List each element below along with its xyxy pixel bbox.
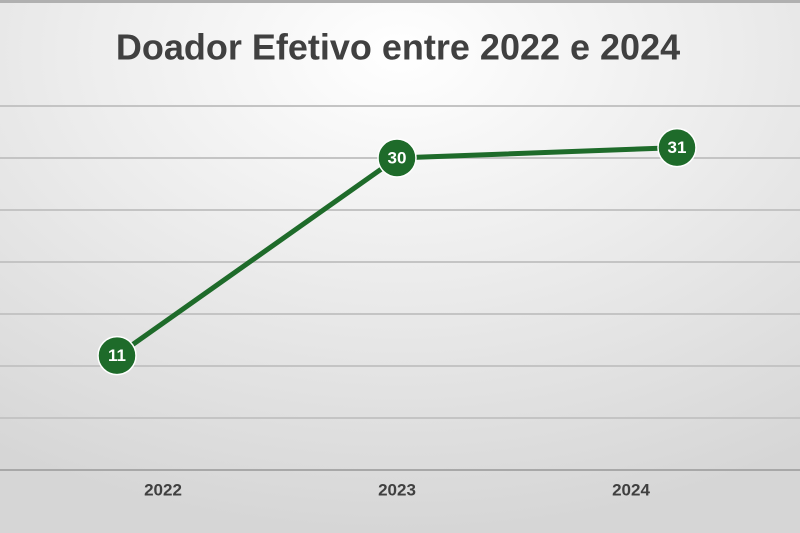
marker	[657, 127, 697, 168]
marker	[97, 335, 137, 376]
marker	[377, 138, 417, 178]
x-tick-label: 2024	[612, 480, 650, 499]
x-tick-label: 2023	[378, 480, 416, 499]
x-tick-label: 2022	[144, 480, 182, 499]
data-label: 11	[108, 346, 126, 365]
data-label: 30	[388, 148, 407, 167]
data-label: 31	[668, 138, 687, 157]
chart-title: Doador Efetivo entre 2022 e 2024	[116, 27, 680, 68]
